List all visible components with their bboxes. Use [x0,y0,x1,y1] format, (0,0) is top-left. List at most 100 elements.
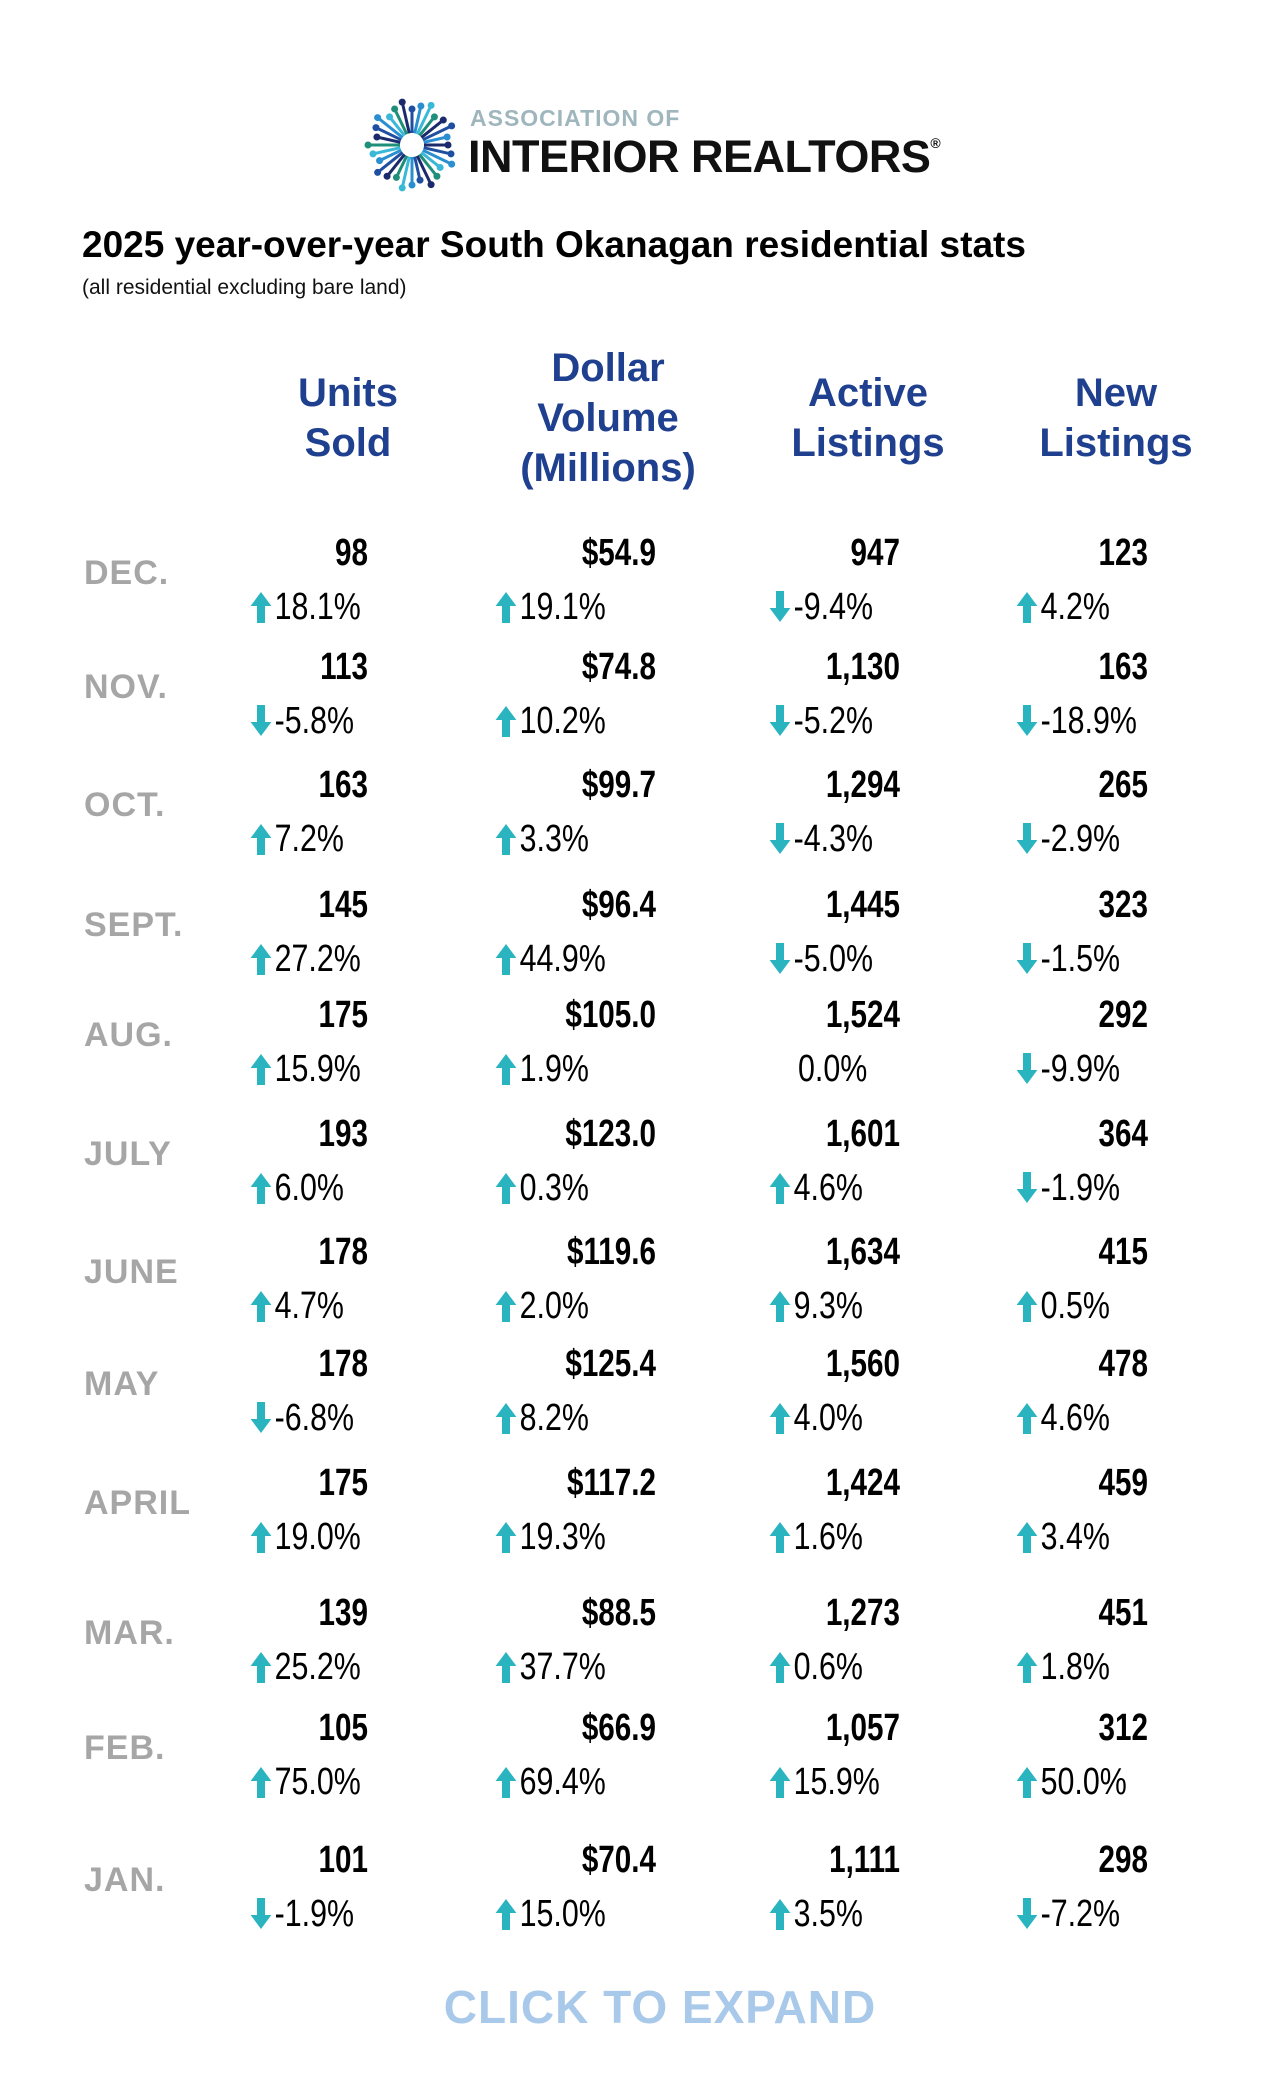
yoy-change-value: 0.3% [519,1167,589,1209]
arrow-down-icon [1016,823,1038,854]
yoy-change: -7.2% [1015,1892,1120,1936]
yoy-change: -5.8% [249,699,354,743]
yoy-change-value: 1.8% [1040,1646,1110,1688]
month-label: OCT. [84,786,166,824]
arrow-up-icon [1016,1767,1038,1798]
yoy-change: 3.3% [494,817,589,861]
stat-value: 163 [318,764,368,806]
arrow-up-icon [250,824,272,855]
yoy-change-value: 7.2% [274,818,344,860]
arrow-down-icon [1016,1053,1038,1084]
yoy-change-value: -5.8% [274,700,355,742]
stat-value: 323 [1098,884,1148,926]
arrow-up-icon [495,1173,517,1204]
yoy-change-value: 19.3% [519,1516,606,1558]
yoy-change: -9.9% [1015,1047,1120,1091]
stat-value: 292 [1098,994,1148,1036]
arrow-up-icon [495,592,517,623]
arrow-down-icon [769,591,791,622]
yoy-change: -4.3% [768,817,873,861]
yoy-change: 8.2% [494,1396,589,1440]
stat-value: $125.4 [565,1343,656,1385]
yoy-change-value: -4.3% [793,818,874,860]
arrow-up-icon [769,1652,791,1683]
month-label: JUNE [84,1253,179,1291]
month-label: JAN. [84,1861,166,1899]
stat-value: 1,273 [825,1592,900,1634]
yoy-change-value: -18.9% [1040,700,1137,742]
yoy-change-value: 19.1% [519,586,606,628]
stat-value: $88.5 [581,1592,656,1634]
yoy-change: 4.7% [249,1284,344,1328]
yoy-change: -18.9% [1015,699,1137,743]
stat-value: 459 [1098,1462,1148,1504]
stat-value: $74.8 [581,646,656,688]
month-label: JULY [84,1135,172,1173]
stat-value: 312 [1098,1707,1148,1749]
column-header-line: Volume [537,396,679,440]
yoy-change: 3.5% [768,1892,863,1936]
association-logo [362,95,462,195]
yoy-change-value: -5.0% [793,938,874,980]
yoy-change: 50.0% [1015,1760,1127,1804]
yoy-change-value: 4.0% [793,1397,863,1439]
yoy-change-value: 15.9% [274,1048,361,1090]
yoy-change: 4.2% [1015,585,1110,629]
yoy-change-value: 4.2% [1040,586,1110,628]
arrow-up-icon [769,1403,791,1434]
yoy-change-value: -1.5% [1040,938,1121,980]
column-header-line: (Millions) [520,446,696,490]
yoy-change: 0.0% [798,1047,867,1091]
yoy-change-value: 50.0% [1040,1761,1127,1803]
stat-value: 178 [318,1343,368,1385]
yoy-change: 0.5% [1015,1284,1110,1328]
arrow-up-icon [495,706,517,737]
yoy-change-value: 8.2% [519,1397,589,1439]
arrow-up-icon [495,1054,517,1085]
month-label: MAR. [84,1614,175,1652]
yoy-change: -6.8% [249,1396,354,1440]
yoy-change: 69.4% [494,1760,606,1804]
yoy-change: 18.1% [249,585,361,629]
arrow-up-icon [769,1767,791,1798]
arrow-up-icon [250,1054,272,1085]
stat-value: 1,445 [825,884,900,926]
arrow-down-icon [250,705,272,736]
yoy-change-value: 10.2% [519,700,606,742]
arrow-down-icon [769,943,791,974]
stat-value: 1,424 [825,1462,900,1504]
arrow-up-icon [495,824,517,855]
yoy-change: -1.9% [249,1892,354,1936]
arrow-up-icon [495,1767,517,1798]
column-header-line: New [1074,371,1158,415]
stat-value: 451 [1098,1592,1148,1634]
yoy-change-value: 1.6% [793,1516,863,1558]
arrow-down-icon [769,823,791,854]
click-to-expand-link[interactable]: CLICK TO EXPAND [443,1981,877,2033]
yoy-change: -5.2% [768,699,873,743]
stat-value: $123.0 [565,1113,656,1155]
yoy-change-value: 19.0% [274,1516,361,1558]
arrow-up-icon [769,1173,791,1204]
arrow-up-icon [250,1291,272,1322]
stat-value: $70.4 [581,1839,656,1881]
yoy-change-value: 25.2% [274,1646,361,1688]
yoy-change: 15.9% [768,1760,880,1804]
arrow-up-icon [495,1291,517,1322]
arrow-up-icon [769,1899,791,1930]
yoy-change: 4.0% [768,1396,863,1440]
yoy-change: 6.0% [249,1166,344,1210]
yoy-change: 0.6% [768,1645,863,1689]
arrow-up-icon [1016,1652,1038,1683]
yoy-change-value: -9.4% [793,586,874,628]
stat-value: $54.9 [581,532,656,574]
arrow-up-icon [1016,1522,1038,1553]
yoy-change: 19.3% [494,1515,606,1559]
stat-value: 123 [1098,532,1148,574]
stat-value: 175 [318,1462,368,1504]
yoy-change: 19.1% [494,585,606,629]
arrow-up-icon [250,944,272,975]
yoy-change-value: 9.3% [793,1285,863,1327]
arrow-up-icon [250,1767,272,1798]
stat-value: 139 [318,1592,368,1634]
